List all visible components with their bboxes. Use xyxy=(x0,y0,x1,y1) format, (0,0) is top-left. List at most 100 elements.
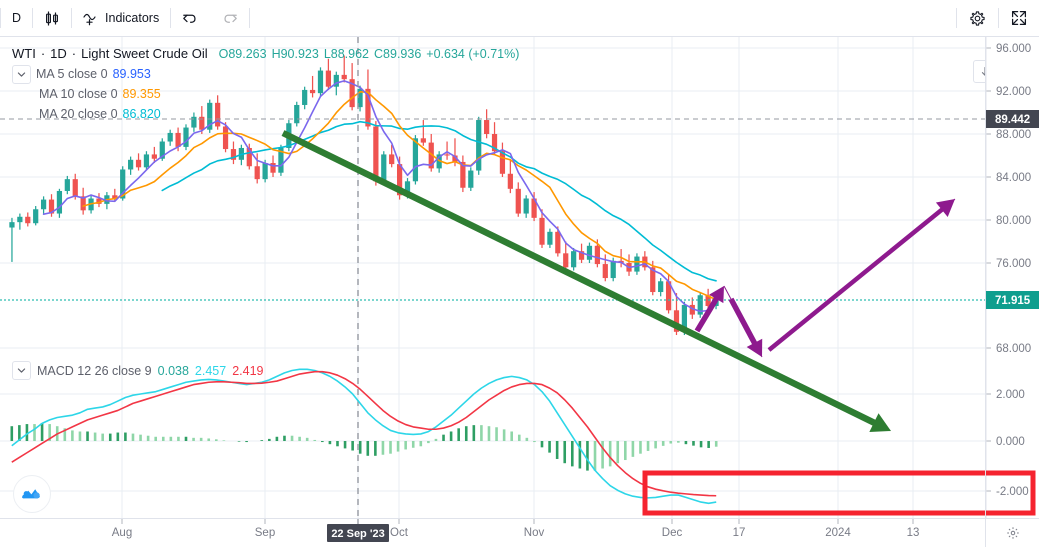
price-tick-label: 84.000 xyxy=(996,172,1031,184)
chevron-down-icon[interactable] xyxy=(12,361,31,380)
time-tick-label: 17 xyxy=(733,527,746,539)
candle-body xyxy=(262,163,268,180)
candle-body xyxy=(25,216,31,224)
candle-body xyxy=(333,74,339,87)
candle-body xyxy=(135,159,142,168)
candle-body xyxy=(349,79,355,108)
candle-body xyxy=(705,295,711,306)
candle-body xyxy=(396,164,403,196)
price-tick-label: 76.000 xyxy=(996,258,1031,270)
last-price-badge-bg xyxy=(986,110,1039,128)
candlestick-icon[interactable] xyxy=(33,0,71,37)
candle-body xyxy=(341,74,347,80)
redo-icon[interactable] xyxy=(210,0,249,37)
candle-body xyxy=(112,195,118,199)
candle-body xyxy=(230,149,237,160)
toolbar-divider xyxy=(956,8,957,28)
indicators-label: Indicators xyxy=(105,11,160,25)
toolbar-divider xyxy=(0,8,1,28)
last-price-badge[interactable]: 89.442 xyxy=(986,110,1039,128)
candle-body xyxy=(547,231,553,245)
chart-plot-area[interactable] xyxy=(0,37,985,518)
price-tick-label: 88.000 xyxy=(996,129,1031,141)
purple-up-arrow-shaft xyxy=(694,296,720,333)
candle-body xyxy=(420,138,426,143)
interval-button[interactable]: D xyxy=(12,11,22,25)
candle-body xyxy=(594,245,600,265)
tradingview-logo[interactable] xyxy=(13,475,51,513)
red-highlight-box-overlap xyxy=(986,470,1036,516)
candle-body xyxy=(689,304,695,315)
candle-body xyxy=(634,256,640,272)
macd-line-value: 2.457 xyxy=(194,363,227,378)
candle-body xyxy=(56,190,63,214)
macd-tick-label: 2.000 xyxy=(996,389,1025,401)
candle-body xyxy=(365,88,371,127)
toolbar-divider xyxy=(71,8,73,28)
candle-body xyxy=(151,154,157,159)
chart-settings-corner[interactable] xyxy=(985,518,1039,547)
macd-tick-label: -2.000 xyxy=(996,486,1029,498)
candle-body xyxy=(444,154,450,156)
price-tick-label: 80.000 xyxy=(996,215,1031,227)
candle-body xyxy=(602,264,608,279)
indicators-icon xyxy=(83,10,100,27)
candle-body xyxy=(563,253,569,268)
crosshair-time-badge: 22 Sep '23 xyxy=(327,519,389,542)
candle-body xyxy=(373,126,379,182)
candle-body xyxy=(246,147,252,167)
candle-body xyxy=(428,142,434,169)
undo-icon[interactable] xyxy=(171,0,210,37)
candle-body xyxy=(309,89,316,94)
price-scale[interactable]: 96.000 92.000 88.000 84.000 80.000 76.000 68.0… xyxy=(985,37,1039,518)
candle-body xyxy=(681,304,688,332)
candle-body xyxy=(9,222,15,228)
candle-body xyxy=(128,159,134,170)
candle-body xyxy=(222,126,229,150)
candle-body xyxy=(381,154,387,182)
toolbar-divider xyxy=(32,8,34,28)
gear-icon[interactable] xyxy=(957,0,998,37)
time-settings-icon[interactable] xyxy=(1006,526,1020,540)
candle-body xyxy=(270,163,276,173)
candle-body xyxy=(389,154,395,165)
candle-body xyxy=(531,198,537,218)
highlight-price-badge-label: 71.915 xyxy=(995,295,1031,307)
candle-body xyxy=(33,209,39,224)
toolbar-divider xyxy=(998,8,999,28)
green-downtrend-arrow-shaft xyxy=(281,130,877,427)
time-scale[interactable]: Aug Sep Oct Nov Dec 17 2024 13 22 Sep '23 xyxy=(0,518,985,547)
candle-body xyxy=(555,231,561,254)
fullscreen-icon[interactable] xyxy=(999,0,1039,37)
candle-body xyxy=(515,188,521,214)
candle-body xyxy=(143,154,150,168)
green-downtrend-arrow-head xyxy=(869,413,891,433)
purple-up-arrow-head xyxy=(709,286,724,304)
time-tick-label: Sep xyxy=(255,527,275,539)
candle-body xyxy=(539,217,545,245)
candle-body xyxy=(175,132,181,147)
toolbar-right-group xyxy=(956,0,1039,37)
macd-tick-label: 0.000 xyxy=(996,436,1025,448)
macd-legend-row: MACD 12 26 close 9 0.038 2.457 2.419 xyxy=(12,361,263,380)
purple-up-arrow xyxy=(694,286,724,333)
purple-connector-line xyxy=(723,285,763,358)
candle-body xyxy=(586,245,593,260)
crosshair-time-bg xyxy=(327,524,389,542)
time-tick-label: Nov xyxy=(524,527,545,539)
candle-body xyxy=(96,198,102,204)
candle-body xyxy=(484,120,490,134)
indicators-button[interactable]: Indicators xyxy=(72,0,170,37)
price-tick-label: 92.000 xyxy=(996,86,1031,98)
price-tick-label: 96.000 xyxy=(996,43,1031,55)
macd-signal-value: 2.419 xyxy=(232,363,264,378)
candle-body xyxy=(199,116,205,130)
price-scale-svg: 96.000 92.000 88.000 84.000 80.000 76.000 68.0… xyxy=(986,37,1039,518)
time-tick-label: 13 xyxy=(907,527,920,539)
ma10-line xyxy=(82,91,717,301)
crosshair-time-label: 22 Sep '23 xyxy=(331,528,384,540)
candle-body xyxy=(64,179,70,191)
highlight-price-badge[interactable]: 71.915 xyxy=(986,291,1039,309)
macd-signal-line xyxy=(11,370,717,497)
